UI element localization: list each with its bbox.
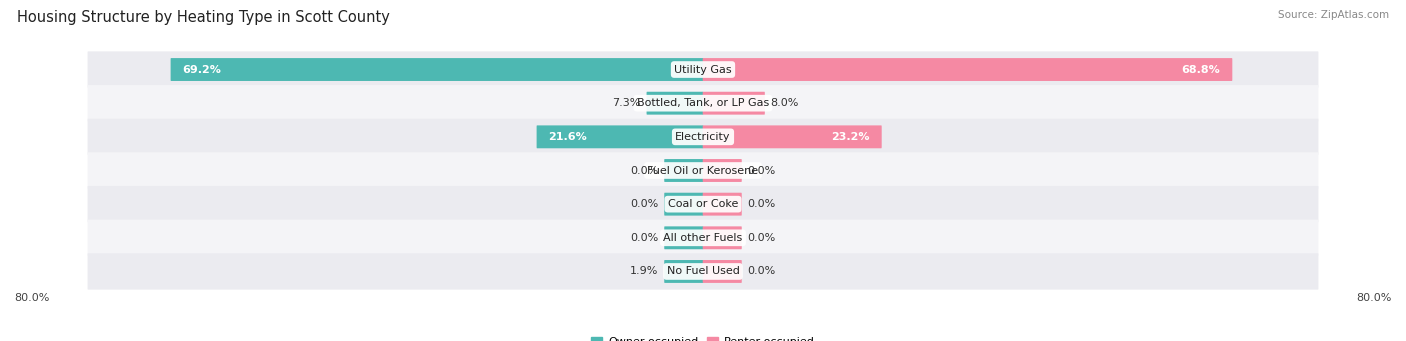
FancyBboxPatch shape <box>703 92 765 115</box>
Text: Utility Gas: Utility Gas <box>675 64 731 75</box>
Text: 0.0%: 0.0% <box>630 233 658 243</box>
FancyBboxPatch shape <box>87 253 1319 290</box>
FancyBboxPatch shape <box>87 220 1319 256</box>
FancyBboxPatch shape <box>87 119 1319 155</box>
Legend: Owner-occupied, Renter-occupied: Owner-occupied, Renter-occupied <box>586 332 820 341</box>
Text: 1.9%: 1.9% <box>630 266 658 277</box>
FancyBboxPatch shape <box>647 92 703 115</box>
Text: Bottled, Tank, or LP Gas: Bottled, Tank, or LP Gas <box>637 98 769 108</box>
Text: 7.3%: 7.3% <box>613 98 641 108</box>
FancyBboxPatch shape <box>703 193 742 216</box>
Text: No Fuel Used: No Fuel Used <box>666 266 740 277</box>
FancyBboxPatch shape <box>703 159 742 182</box>
Text: 0.0%: 0.0% <box>748 266 776 277</box>
FancyBboxPatch shape <box>664 226 703 249</box>
FancyBboxPatch shape <box>703 260 742 283</box>
Text: 0.0%: 0.0% <box>630 199 658 209</box>
FancyBboxPatch shape <box>703 226 742 249</box>
FancyBboxPatch shape <box>664 159 703 182</box>
FancyBboxPatch shape <box>703 125 882 148</box>
Text: 8.0%: 8.0% <box>770 98 799 108</box>
FancyBboxPatch shape <box>87 152 1319 189</box>
Text: Electricity: Electricity <box>675 132 731 142</box>
Text: 0.0%: 0.0% <box>748 233 776 243</box>
FancyBboxPatch shape <box>664 260 703 283</box>
FancyBboxPatch shape <box>87 51 1319 88</box>
Text: Source: ZipAtlas.com: Source: ZipAtlas.com <box>1278 10 1389 20</box>
Text: 69.2%: 69.2% <box>183 64 221 75</box>
Text: 0.0%: 0.0% <box>748 165 776 176</box>
Text: 0.0%: 0.0% <box>630 165 658 176</box>
Text: 80.0%: 80.0% <box>1357 293 1392 303</box>
Text: Fuel Oil or Kerosene: Fuel Oil or Kerosene <box>647 165 759 176</box>
Text: All other Fuels: All other Fuels <box>664 233 742 243</box>
FancyBboxPatch shape <box>87 186 1319 222</box>
FancyBboxPatch shape <box>537 125 703 148</box>
FancyBboxPatch shape <box>170 58 703 81</box>
Text: 0.0%: 0.0% <box>748 199 776 209</box>
FancyBboxPatch shape <box>87 85 1319 121</box>
FancyBboxPatch shape <box>664 193 703 216</box>
Text: Housing Structure by Heating Type in Scott County: Housing Structure by Heating Type in Sco… <box>17 10 389 25</box>
Text: 68.8%: 68.8% <box>1181 64 1220 75</box>
Text: 21.6%: 21.6% <box>548 132 588 142</box>
FancyBboxPatch shape <box>703 58 1232 81</box>
Text: 80.0%: 80.0% <box>14 293 49 303</box>
Text: Coal or Coke: Coal or Coke <box>668 199 738 209</box>
Text: 23.2%: 23.2% <box>831 132 870 142</box>
